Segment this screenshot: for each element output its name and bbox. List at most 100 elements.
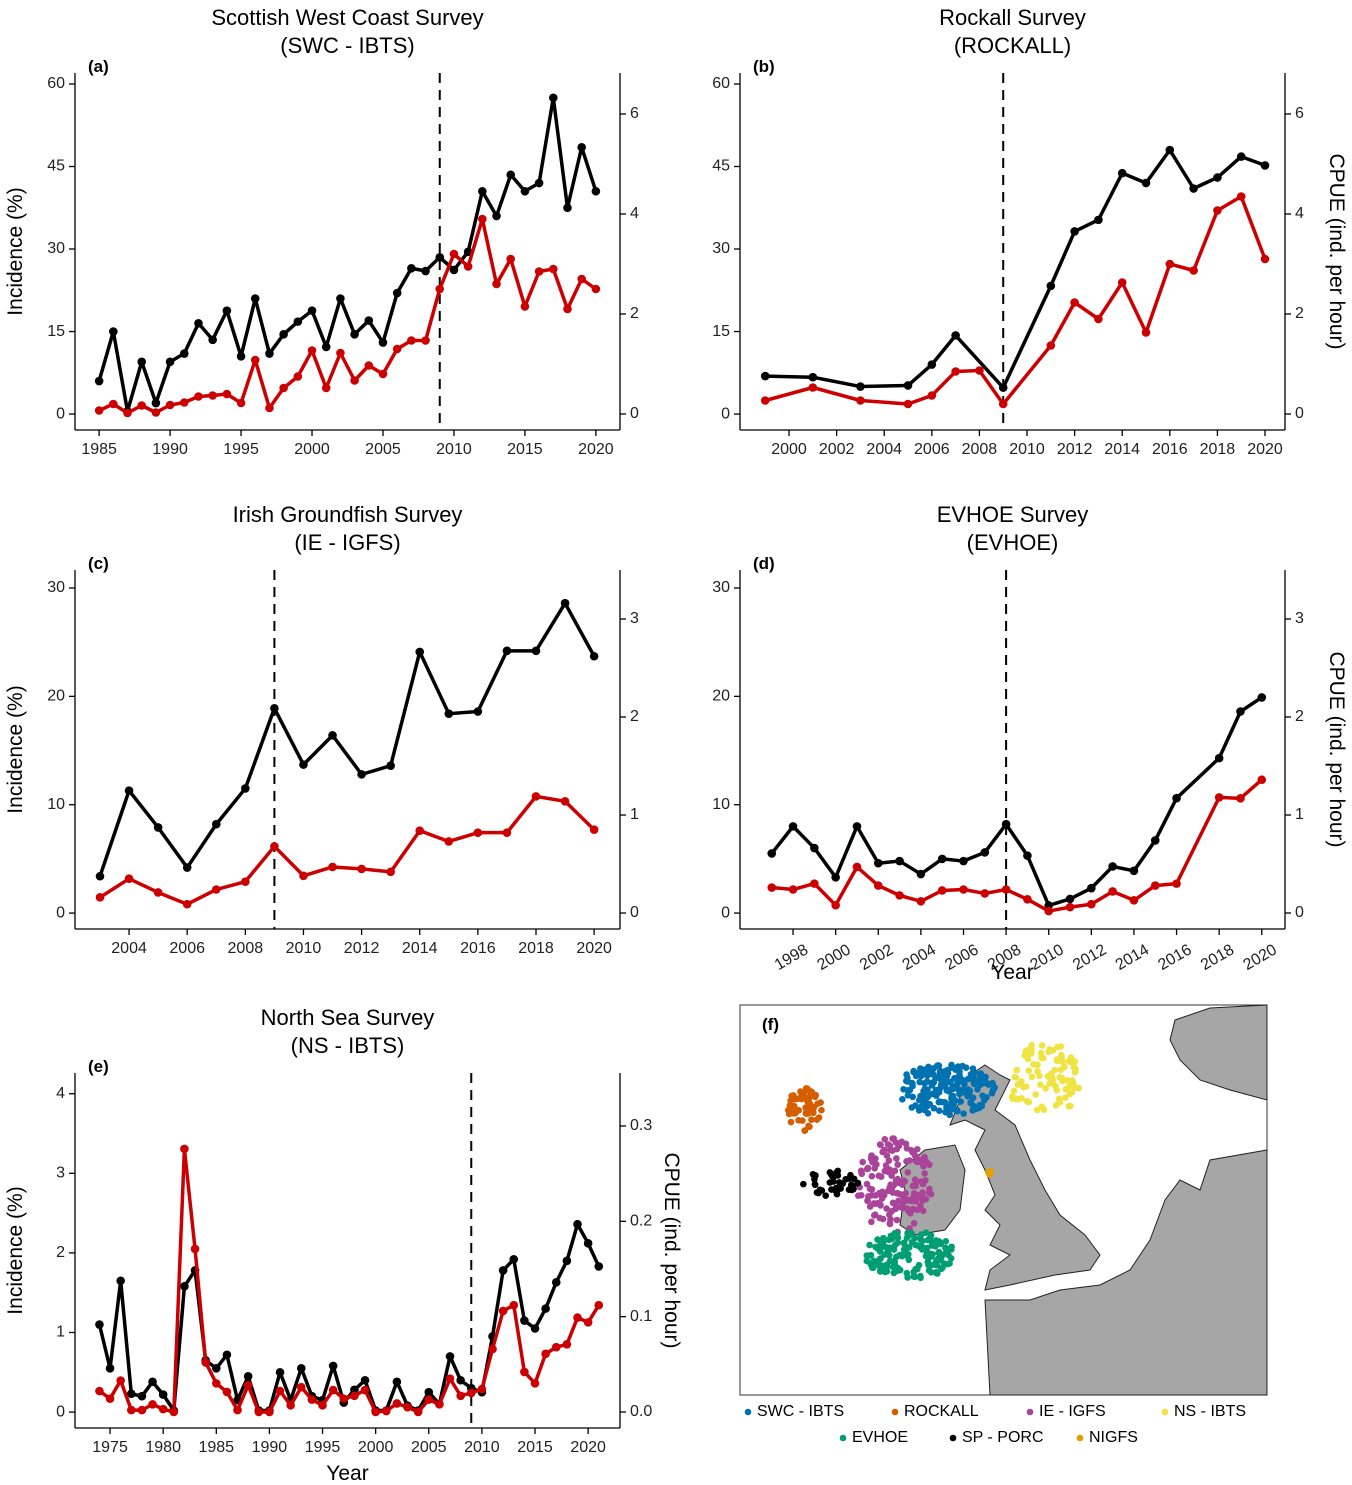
- station: [953, 1084, 960, 1092]
- data-point: [810, 843, 819, 853]
- station: [928, 1242, 936, 1249]
- data-point: [551, 1342, 561, 1352]
- station: [892, 1201, 899, 1208]
- legend-label: SP - PORC: [962, 1429, 1044, 1446]
- data-point: [151, 398, 161, 408]
- station: [921, 1068, 929, 1076]
- y-tick-label: 20: [712, 688, 730, 705]
- data-point: [241, 784, 250, 793]
- station: [879, 1148, 886, 1156]
- y-tick-label: 3: [56, 1165, 65, 1182]
- y-tick-label: 60: [47, 75, 65, 92]
- station: [896, 1266, 904, 1274]
- data-point: [194, 392, 203, 401]
- data-point: [158, 1404, 168, 1414]
- station: [956, 1071, 963, 1079]
- station: [908, 1146, 915, 1154]
- y-tick-label: 2: [56, 1244, 65, 1261]
- data-point: [371, 1407, 380, 1417]
- data-point: [307, 1395, 317, 1404]
- data-point: [473, 707, 483, 716]
- data-point: [211, 885, 221, 894]
- data-point: [413, 1407, 423, 1417]
- chart-panel: Irish Groundfish Survey(IE - IGFS)(c)010…: [4, 502, 639, 957]
- data-point: [169, 1407, 179, 1417]
- data-point: [937, 886, 947, 895]
- data-point: [415, 826, 425, 835]
- station: [787, 1118, 795, 1126]
- chart-subtitle: (SWC - IBTS): [280, 33, 414, 58]
- data-point: [386, 761, 395, 770]
- data-point: [148, 1377, 157, 1387]
- station: [924, 1086, 931, 1093]
- station: [937, 1240, 945, 1248]
- data-point: [1214, 753, 1224, 763]
- station: [1025, 1098, 1033, 1106]
- data-point: [520, 302, 530, 311]
- x-tick-label: 2005: [411, 1439, 447, 1456]
- station: [1071, 1058, 1079, 1065]
- y-axis-title: Incidence (%): [4, 685, 27, 813]
- data-point: [94, 406, 104, 415]
- survey-stations: [784, 1041, 1083, 1282]
- data-point: [583, 1239, 593, 1248]
- legend-label: SWC - IBTS: [757, 1403, 844, 1420]
- data-point: [767, 849, 777, 858]
- station: [978, 1072, 985, 1080]
- series-line: [98, 601, 596, 877]
- data-point: [222, 1387, 232, 1397]
- station: [868, 1218, 875, 1226]
- legend-label: EVHOE: [852, 1429, 908, 1446]
- data-point: [951, 331, 960, 340]
- data-point: [435, 284, 445, 294]
- data-point: [502, 828, 512, 837]
- station: [936, 1070, 944, 1077]
- station: [915, 1261, 923, 1269]
- station: [930, 1071, 937, 1078]
- panel-label: (f): [762, 1015, 779, 1034]
- data-point: [927, 360, 937, 369]
- data-point: [208, 335, 217, 345]
- legend-label: NS - IBTS: [1174, 1403, 1246, 1420]
- data-point: [182, 899, 192, 909]
- station: [879, 1188, 886, 1196]
- y2-tick-label: 0.1: [630, 1308, 652, 1325]
- data-point: [856, 382, 865, 391]
- station: [878, 1195, 886, 1202]
- station: [833, 1190, 841, 1198]
- data-point: [1260, 254, 1270, 264]
- x-tick-label: 2010: [286, 940, 322, 957]
- norway: [1169, 1004, 1268, 1101]
- station: [1057, 1043, 1065, 1050]
- station: [971, 1069, 978, 1077]
- legend-label: IE - IGFS: [1039, 1403, 1106, 1420]
- station: [904, 1274, 911, 1281]
- y-tick-label: 1: [56, 1324, 65, 1341]
- x-tick-label: 2015: [517, 1439, 553, 1456]
- x-tick-label: 1975: [92, 1439, 128, 1456]
- data-point: [378, 338, 388, 347]
- station: [885, 1168, 892, 1176]
- data-point: [937, 854, 947, 864]
- data-point: [392, 288, 402, 298]
- data-point: [1257, 693, 1267, 702]
- data-point: [488, 1344, 497, 1354]
- station: [872, 1200, 879, 1207]
- data-point: [520, 1316, 529, 1325]
- data-point: [336, 294, 345, 303]
- x-tick-label: 1990: [252, 1439, 288, 1456]
- x-tick-label: 2016: [460, 940, 496, 957]
- data-point: [1236, 152, 1246, 161]
- station: [876, 1141, 884, 1148]
- station: [912, 1072, 920, 1080]
- station: [799, 1117, 806, 1124]
- station: [1066, 1082, 1073, 1090]
- station: [885, 1157, 893, 1164]
- station: [1033, 1106, 1041, 1114]
- y2-tick-label: 2: [1295, 708, 1304, 725]
- data-point: [350, 1385, 359, 1395]
- data-point: [531, 792, 541, 801]
- y2-tick-label: 0.0: [630, 1403, 652, 1420]
- data-point: [1108, 862, 1117, 871]
- data-point: [109, 327, 118, 336]
